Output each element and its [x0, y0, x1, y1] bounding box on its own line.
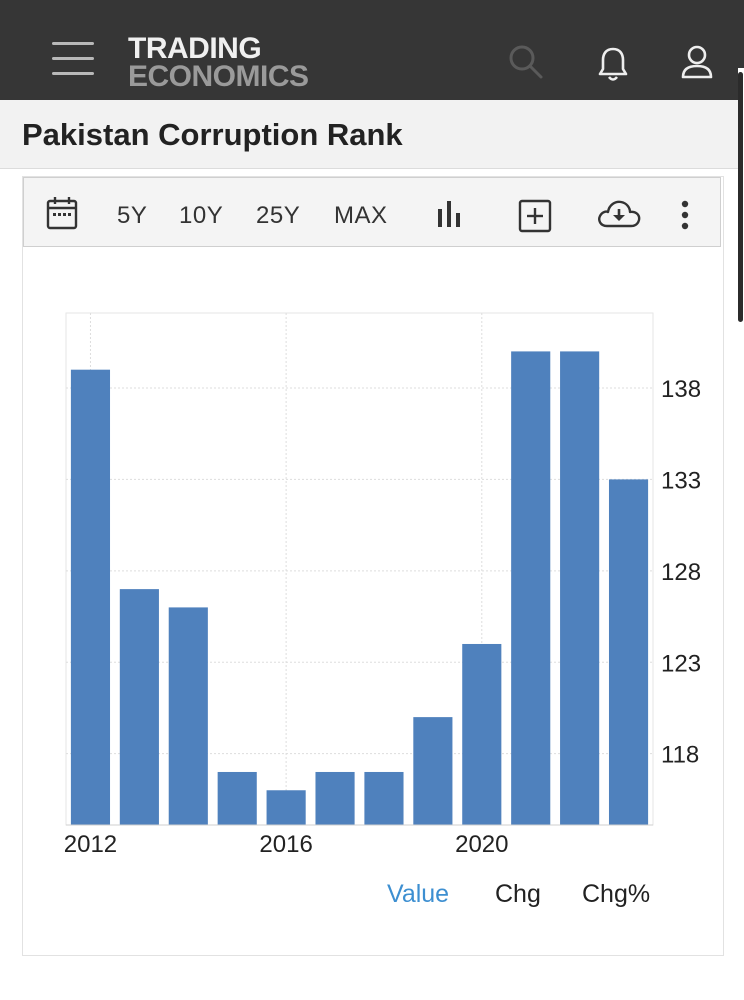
cloud-download-icon[interactable] — [597, 198, 641, 235]
legend-value-toggle[interactable]: Value — [387, 880, 450, 908]
menu-icon[interactable] — [52, 42, 94, 76]
bar-2018 — [364, 771, 404, 825]
bar-2016 — [266, 790, 306, 825]
y-tick-label: 138 — [661, 376, 701, 403]
bar-2017 — [315, 771, 355, 825]
bar-2014 — [168, 607, 208, 825]
bell-icon[interactable] — [597, 44, 629, 89]
legend-chg-toggle[interactable]: Chg — [495, 880, 541, 908]
chart-card: 5Y 10Y 25Y MAX — [22, 176, 724, 956]
calendar-icon[interactable] — [46, 196, 78, 235]
range-5y-button[interactable]: 5Y — [117, 202, 148, 229]
legend-chg-percent-toggle[interactable]: Chg% — [582, 880, 651, 908]
bar-2015 — [217, 771, 257, 825]
range-25y-button[interactable]: 25Y — [256, 202, 301, 229]
scrollbar-thumb[interactable] — [738, 72, 743, 322]
page-title: Pakistan Corruption Rank — [22, 117, 403, 152]
chart-toolbar: 5Y 10Y 25Y MAX — [23, 177, 721, 247]
y-tick-label: 128 — [661, 559, 701, 586]
bar-2023 — [608, 479, 649, 825]
more-options-icon[interactable] — [680, 200, 690, 235]
bar-2021 — [511, 351, 551, 825]
bar-2020 — [462, 643, 502, 825]
user-account-icon[interactable] — [680, 44, 714, 85]
page-title-bar: Pakistan Corruption Rank — [0, 100, 738, 169]
trading-economics-logo[interactable]: TRADING ECONOMICS — [128, 32, 309, 93]
compare-plus-icon[interactable] — [518, 199, 552, 238]
bar-2012 — [70, 369, 111, 825]
x-tick-label: 2012 — [64, 831, 117, 858]
range-max-button[interactable]: MAX — [334, 202, 388, 229]
logo-line-2: ECONOMICS — [128, 60, 309, 93]
bar-2022 — [560, 351, 600, 825]
search-icon[interactable] — [508, 44, 544, 85]
chart-type-bar-icon[interactable] — [436, 199, 464, 234]
x-tick-label: 2016 — [259, 831, 312, 858]
scrollbar-track[interactable] — [738, 68, 744, 1000]
bar-2013 — [119, 589, 159, 825]
y-tick-label: 133 — [661, 467, 701, 494]
top-navigation-bar: TRADING ECONOMICS — [0, 0, 744, 100]
y-tick-label: 123 — [661, 650, 701, 677]
y-tick-label: 118 — [661, 742, 699, 769]
bar-2019 — [413, 717, 453, 825]
x-tick-label: 2020 — [455, 831, 508, 858]
range-10y-button[interactable]: 10Y — [179, 202, 224, 229]
logo-line-1: TRADING — [128, 32, 262, 65]
